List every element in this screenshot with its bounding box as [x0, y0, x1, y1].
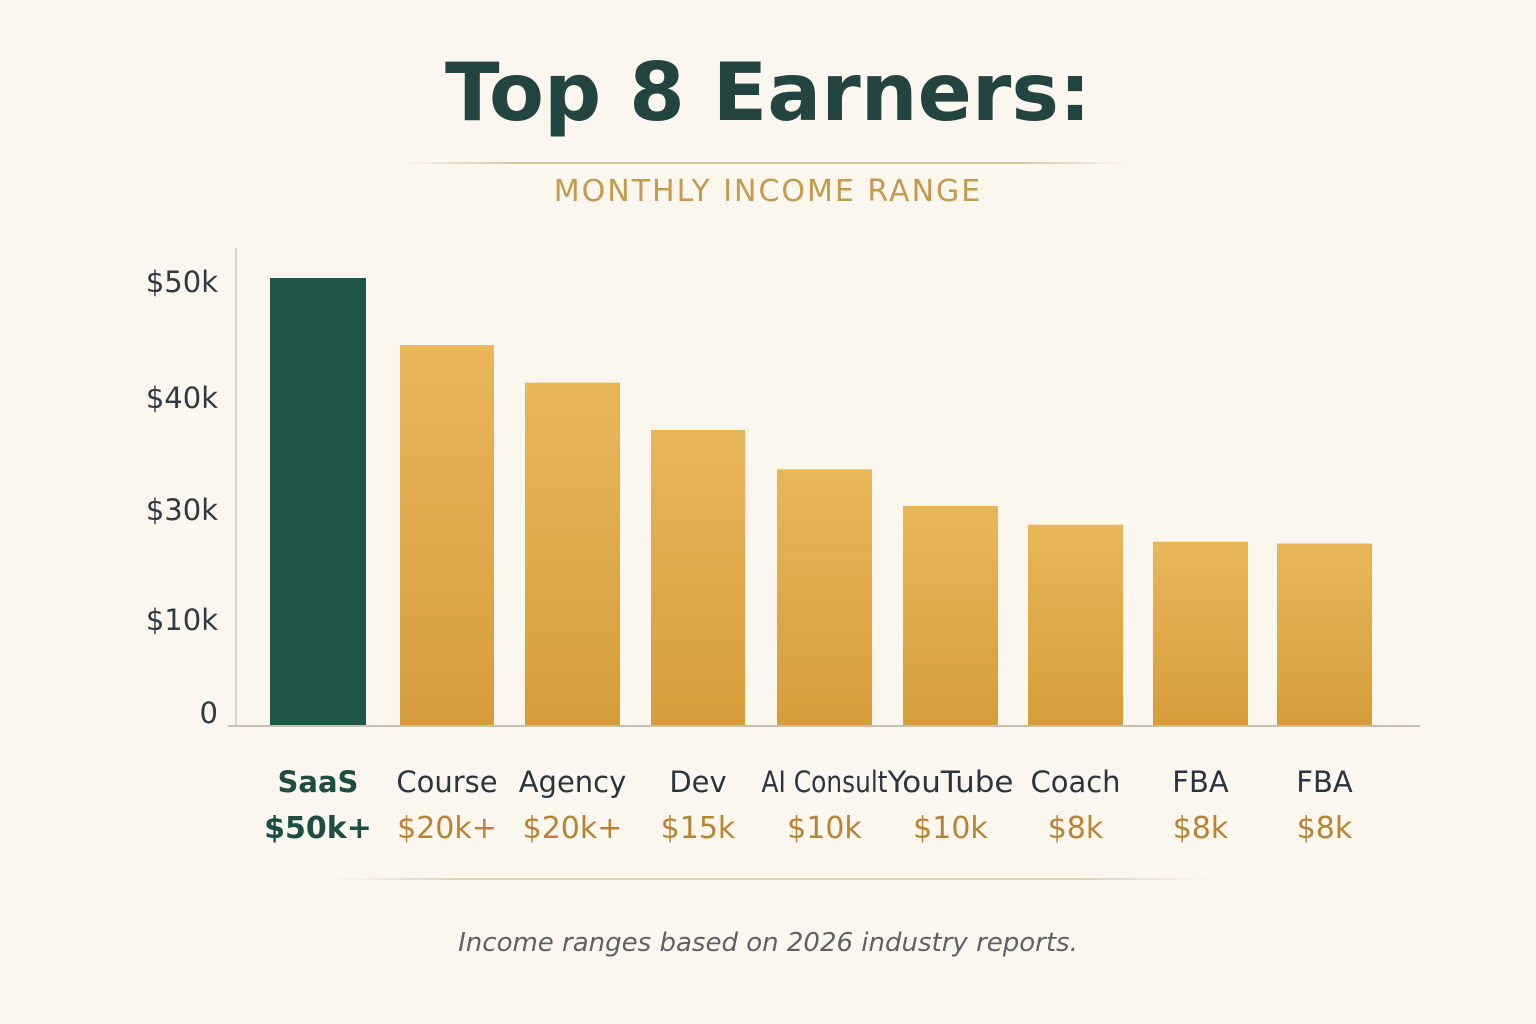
- bar: [903, 505, 998, 725]
- bar: [1028, 524, 1123, 725]
- bar: [1153, 541, 1248, 725]
- y-tick-label: $10k: [146, 603, 218, 637]
- x-value-label: $15k: [661, 811, 736, 846]
- y-tick-label: $40k: [146, 381, 218, 415]
- x-value-label: $8k: [1048, 811, 1104, 846]
- footnote: Income ranges based on 2026 industry rep…: [458, 928, 1078, 958]
- x-value-label: $8k: [1297, 811, 1353, 846]
- x-category-label: Coach: [1030, 765, 1120, 799]
- x-value-label: $8k: [1173, 811, 1229, 846]
- x-value-label: $20k+: [523, 811, 623, 846]
- footer-divider: [330, 878, 1210, 880]
- x-value-label: $10k: [913, 811, 988, 846]
- y-tick-label: 0: [200, 696, 218, 730]
- bar: [525, 382, 620, 725]
- x-value-label: $20k+: [397, 811, 497, 846]
- x-category-label: FBA: [1296, 765, 1353, 799]
- x-value-label: $10k: [787, 811, 862, 846]
- x-value-label: $50k+: [264, 811, 372, 846]
- x-category-label: SaaS: [278, 765, 359, 799]
- bar: [400, 345, 494, 725]
- bar-chart: 0 $10k $30k $40k $50k SaaS $50k+ Course $20k+ Age…: [146, 248, 1420, 846]
- x-category-label: YouTube: [886, 765, 1013, 799]
- bar: [1277, 543, 1372, 725]
- bar-highlight: [270, 278, 366, 725]
- x-category-label: Course: [396, 765, 497, 799]
- title-divider: [400, 162, 1130, 164]
- x-category-label: Agency: [519, 765, 627, 799]
- y-tick-label: $30k: [146, 493, 218, 527]
- chart-title: Top 8 Earners:: [445, 46, 1091, 139]
- bar: [651, 429, 745, 725]
- x-category-label: FBA: [1172, 765, 1229, 799]
- x-category-label: Dev: [669, 765, 726, 799]
- bar: [777, 469, 872, 725]
- y-tick-label: $50k: [146, 265, 218, 299]
- chart-subtitle: MONTHLY INCOME RANGE: [553, 174, 983, 209]
- x-category-label: AI Consult: [762, 765, 888, 799]
